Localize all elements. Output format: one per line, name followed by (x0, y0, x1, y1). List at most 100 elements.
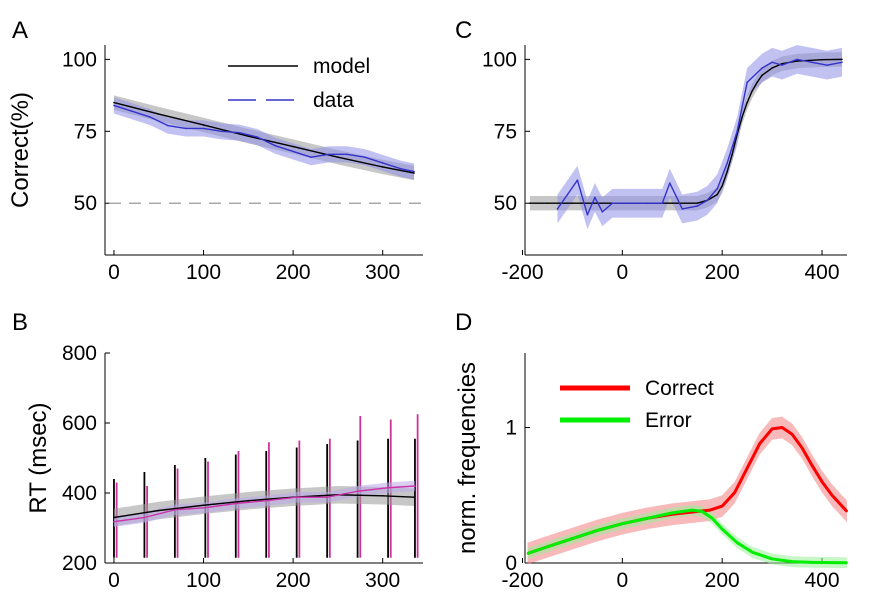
panel-letter: C (455, 17, 472, 44)
data-point (399, 167, 402, 170)
y-tick-label: 75 (494, 120, 517, 143)
data-point (586, 213, 589, 216)
data-point (821, 480, 823, 483)
y-tick-label: 75 (74, 120, 97, 143)
x-tick-label: 0 (617, 261, 629, 284)
data-point (691, 509, 694, 511)
data-point (846, 561, 848, 564)
data-point (821, 58, 823, 61)
data-point (328, 153, 330, 156)
data-point (611, 202, 614, 205)
data-point (113, 104, 115, 107)
data-point (721, 505, 723, 507)
y-tick-label: 200 (62, 552, 97, 575)
x-tick-label: 300 (365, 569, 400, 592)
y-axis-label: Correct(%) (7, 92, 34, 208)
data-point (761, 74, 763, 77)
x-tick-label: 400 (805, 261, 840, 284)
data-point (826, 64, 828, 66)
data-point (621, 202, 624, 205)
x-tick-label: -200 (501, 569, 543, 592)
x-tick-label: 200 (276, 261, 311, 284)
data-point (556, 208, 559, 210)
series-line-model (113, 101, 415, 174)
data-point (721, 528, 723, 530)
y-tick-label: 50 (494, 192, 517, 215)
data-point (741, 116, 743, 118)
data-point (701, 510, 704, 513)
y-tick-label: 800 (62, 342, 97, 365)
panel-a: A 0 100 200 300 50 75 100 Correct(%) model data (7, 17, 423, 284)
data-point (661, 202, 664, 205)
legend-label-model: model (313, 55, 370, 78)
data-point (238, 131, 241, 134)
series-band-data (113, 480, 415, 527)
series-line-model (113, 494, 415, 519)
data-point (148, 116, 151, 118)
data-point (781, 62, 783, 65)
data-point (746, 467, 748, 469)
data-point (202, 504, 205, 507)
y-tick-label: 0 (505, 552, 517, 575)
data-point (736, 130, 738, 133)
x-tick-label: 0 (617, 569, 629, 592)
data-point (811, 464, 813, 467)
data-point (746, 81, 748, 84)
data-point (576, 179, 579, 182)
y-tick-label: 100 (62, 48, 97, 71)
data-point (796, 58, 798, 61)
data-point (708, 509, 711, 511)
data-point (310, 156, 312, 158)
data-point (726, 170, 728, 173)
data-point (841, 58, 843, 61)
data-point (113, 101, 115, 104)
data-point (696, 202, 699, 205)
data-point (326, 496, 328, 499)
data-point (711, 517, 714, 520)
data-point (801, 447, 803, 449)
data-point (157, 113, 160, 115)
data-point (413, 170, 415, 173)
data-point (751, 90, 753, 92)
data-point (746, 101, 748, 104)
data-point (204, 506, 207, 509)
series-band-data (113, 97, 415, 180)
panel-c: C -200 0 200 400 50 75 100 (455, 17, 847, 284)
data-point (594, 196, 596, 199)
data-point (671, 512, 674, 514)
data-point (413, 496, 415, 499)
panel-b: B 0 100 200 300 200 400 600 800 RT (msec) (12, 309, 423, 592)
x-tick-label: 200 (276, 569, 311, 592)
data-point (220, 130, 223, 133)
data-point (596, 529, 599, 532)
data-point (716, 193, 719, 196)
data-point (736, 541, 738, 544)
data-point (381, 166, 384, 168)
data-point (247, 499, 250, 502)
data-point (337, 156, 339, 158)
data-point (526, 552, 529, 555)
data-point (733, 491, 736, 494)
data-point (781, 64, 783, 66)
data-point (696, 205, 699, 207)
data-point (716, 188, 719, 190)
data-point (668, 182, 671, 184)
series-band-data (557, 45, 843, 230)
y-axis-label: norm. frequencies (454, 362, 481, 554)
data-point (621, 522, 624, 525)
legend-label-error: Error (645, 409, 692, 432)
x-tick-label: 0 (108, 261, 120, 284)
y-tick-label: 50 (74, 192, 97, 215)
x-tick-label: 0 (108, 569, 120, 592)
data-point (571, 537, 574, 540)
data-point (731, 153, 733, 156)
data-point (356, 490, 359, 493)
data-point (292, 145, 294, 148)
data-point (346, 153, 348, 156)
legend-label-correct: Correct (645, 377, 714, 400)
data-point (363, 156, 366, 158)
x-tick-label: 100 (186, 261, 221, 284)
series-band-error (527, 504, 847, 569)
